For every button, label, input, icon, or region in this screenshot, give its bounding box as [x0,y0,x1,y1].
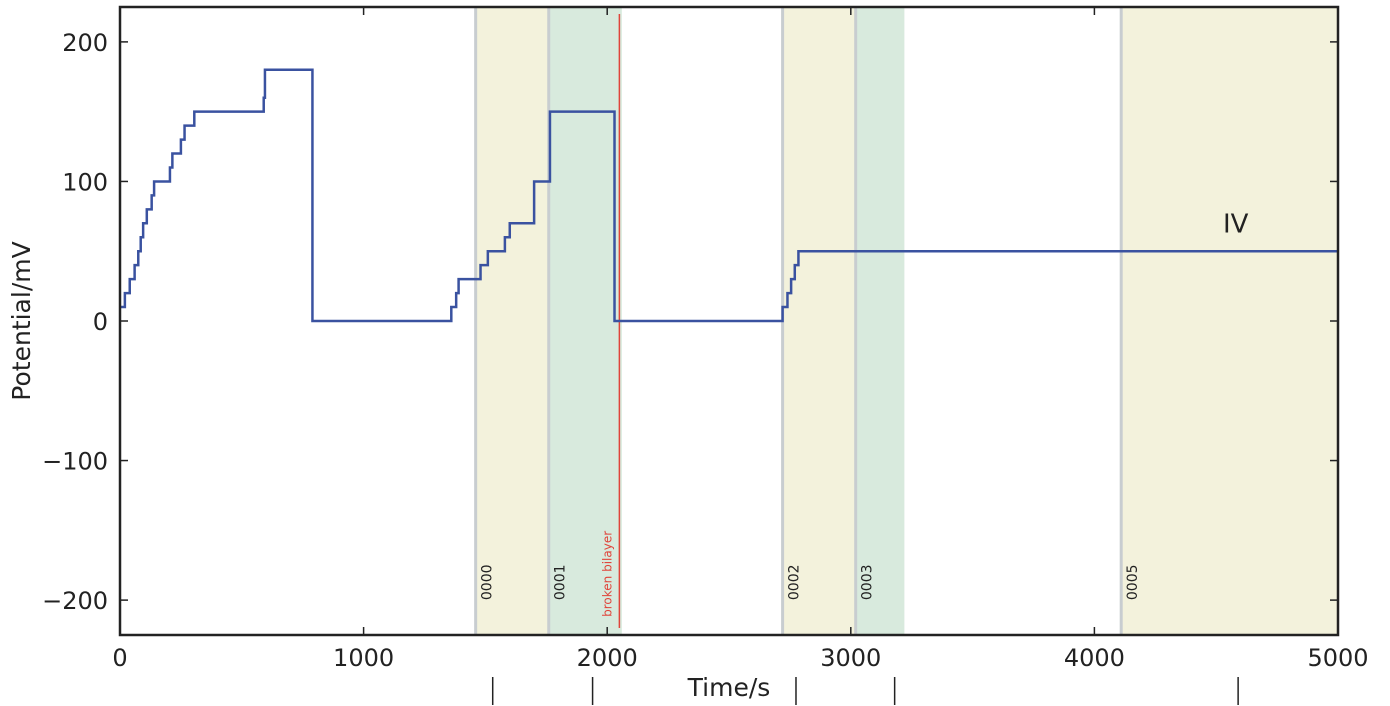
tick-labels: 0 1000 2000 3000 4000 5000 −200 −100 0 100 200 [42,29,1368,672]
region-label-0003: 0003 [860,564,876,600]
x-tick-label-2000: 2000 [577,644,638,672]
region-label-0005: 0005 [1125,564,1141,600]
y-tick-label--100: −100 [42,448,108,476]
annotation-0: IV [1223,209,1249,239]
region-labels: 0000 0001 0002 0003 0005 [480,564,1142,600]
annotations: IV [1223,209,1249,239]
x-tick-label-0: 0 [112,644,127,672]
x-axis-label: Time/s [687,673,771,702]
shaded-region-0003 [855,7,905,635]
x-tick-label-5000: 5000 [1307,644,1368,672]
shaded-region-0002 [782,7,856,635]
y-tick-label-100: 100 [62,168,108,196]
region-label-0000: 0000 [480,564,496,600]
region-label-0002: 0002 [787,564,803,600]
x-tick-label-4000: 4000 [1064,644,1125,672]
y-tick-label-0: 0 [93,308,108,336]
series-layer [120,68,1338,323]
shaded-region-0005 [1121,7,1338,635]
y-axis-label: Potential/mV [7,241,36,400]
region-label-0001: 0001 [553,564,569,600]
shaded-region-0000 [475,7,549,635]
x-tick-label-1000: 1000 [333,644,394,672]
x-tick-label-3000: 3000 [820,644,881,672]
series-line-0 [120,68,1338,323]
y-tick-label-200: 200 [62,29,108,57]
axis-ticks [119,7,1339,635]
bottom-tick-marks [491,677,1239,705]
marker-label-0: broken bilayer [600,531,614,617]
y-tick-label--200: −200 [42,587,108,615]
